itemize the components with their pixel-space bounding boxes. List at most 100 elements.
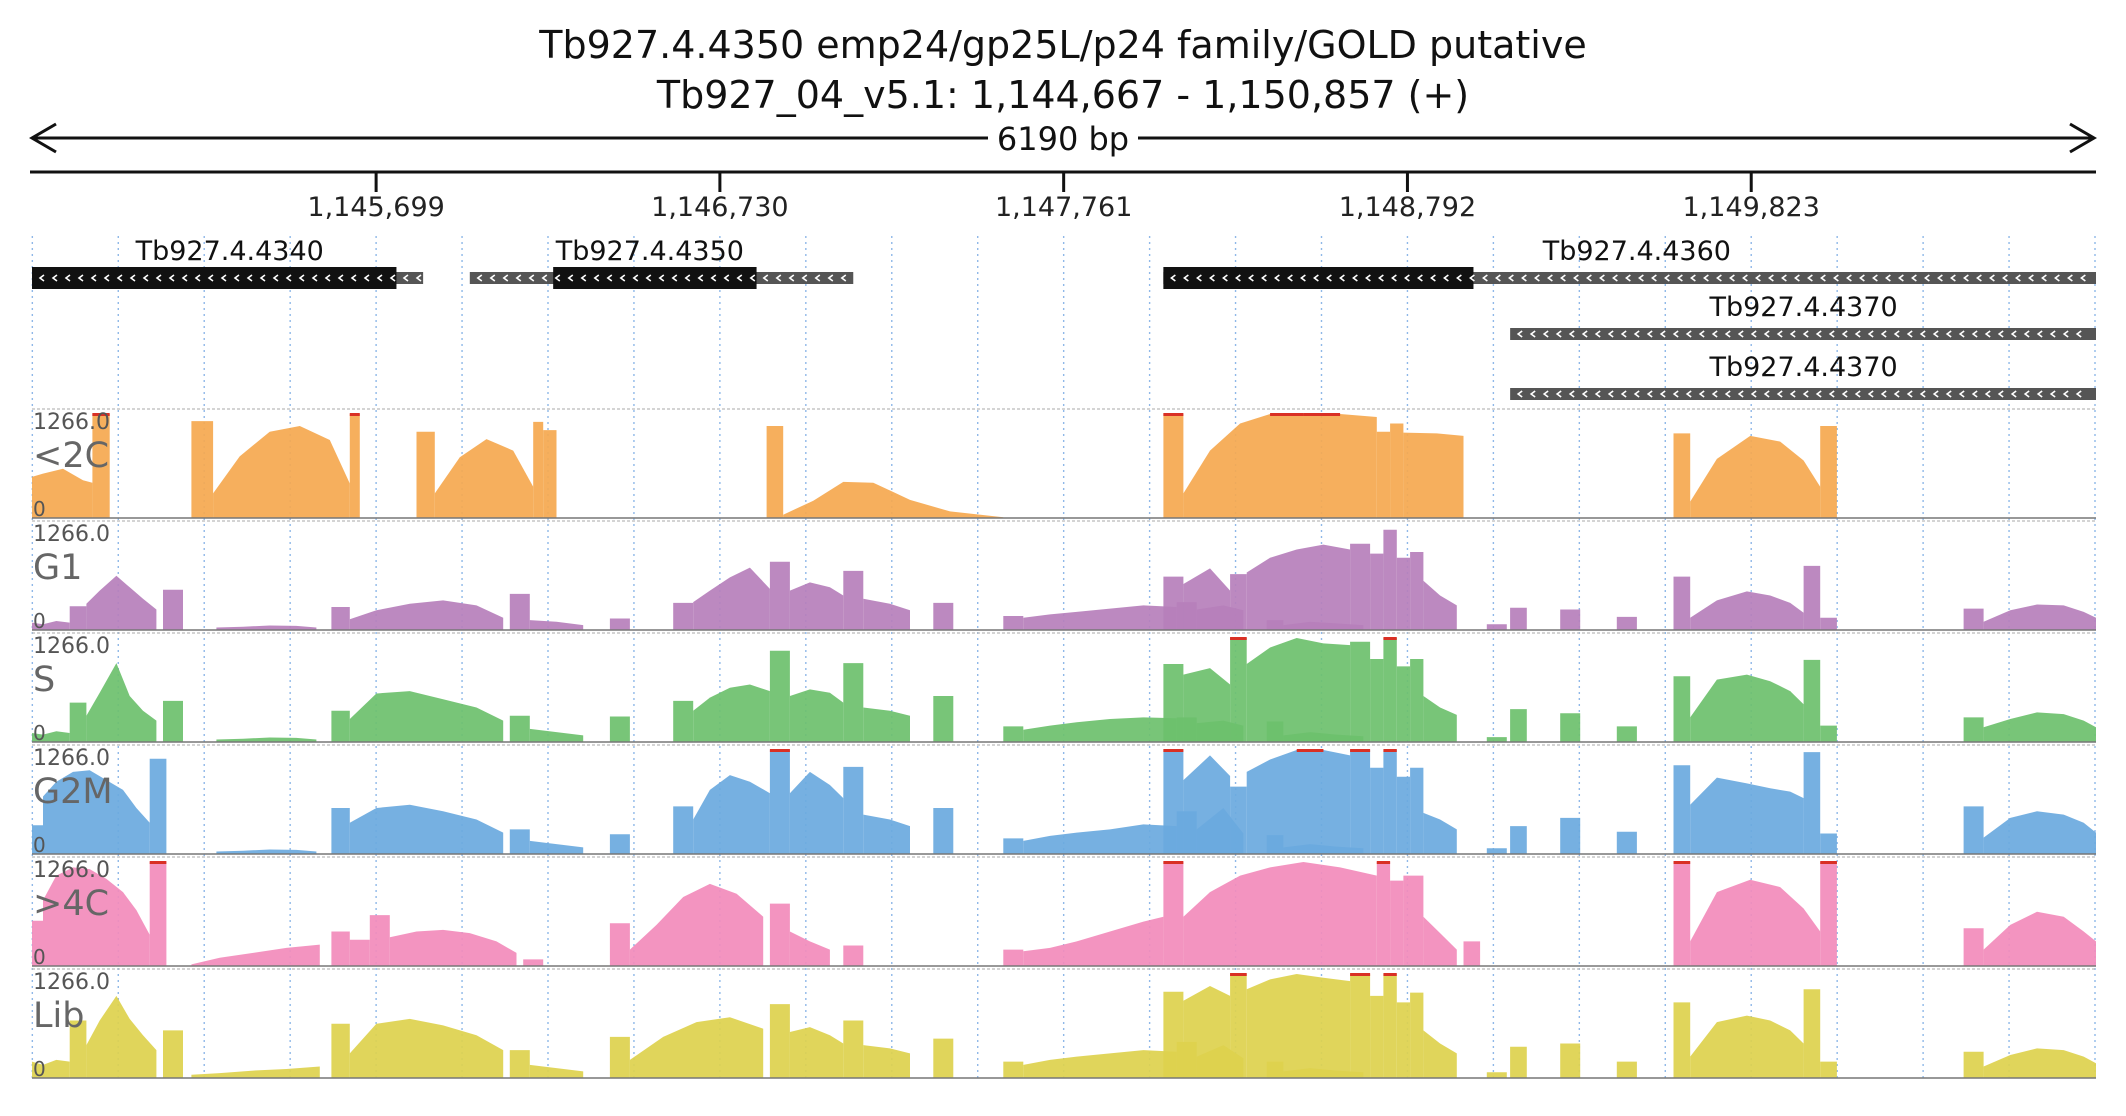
coverage-area: [673, 806, 694, 854]
coverage-area: [1183, 862, 1377, 966]
gene-cds-bar: [32, 267, 397, 289]
coverage-area: [863, 814, 910, 854]
coverage-area: [673, 602, 694, 630]
coverage-area: [331, 607, 350, 630]
coverage-area: [1023, 824, 1177, 854]
coverage-area: [1673, 676, 1691, 742]
coverage-area: [1383, 974, 1397, 1078]
coverage-area: [43, 770, 150, 854]
track-name: <2C: [33, 436, 109, 476]
coverage-area: [529, 620, 584, 630]
coverage-area: [783, 481, 1004, 518]
coverage-area: [1246, 544, 1351, 630]
coverage-area: [1350, 974, 1371, 1078]
coverage-area: [1803, 752, 1821, 854]
coverage-area: [609, 834, 630, 854]
ruler-ticks: 1,145,699 1,146,730 1,147,761 1,148,792 1,14…: [307, 172, 1820, 223]
coverage-area: [509, 829, 530, 854]
coverage-area: [693, 775, 770, 854]
coverage-area: [843, 1020, 864, 1078]
coverage-area: [1023, 717, 1177, 742]
ruler-tick-label: 1,147,761: [995, 192, 1132, 223]
coverage-area: [1510, 709, 1527, 742]
track-max-label: 1266.0: [33, 970, 110, 995]
coverage-area: [1820, 426, 1837, 518]
coverage-area: [1370, 553, 1384, 630]
coverage-area: [863, 598, 910, 630]
track-zero-label: 0: [33, 721, 46, 745]
coverage-area: [509, 1050, 530, 1078]
coverage-track: 1266.0<2C 0: [32, 408, 2096, 521]
coverage-area: [92, 414, 110, 518]
coverage-area: [216, 849, 317, 854]
coverage-area: [86, 575, 157, 630]
coverage-area: [843, 766, 864, 854]
track-max-label: 1266.0: [33, 634, 110, 659]
coverage-area: [1690, 674, 1804, 742]
coverage-track: 1266.0>4C 0: [32, 856, 2096, 969]
gene-model[interactable]: Tb927.4.4340: [32, 236, 424, 289]
coverage-area: [1383, 750, 1397, 854]
coverage-area: [331, 931, 350, 966]
coverage-area: [32, 621, 70, 630]
track-max-label: 1266.0: [33, 522, 110, 547]
coverage-area: [369, 915, 390, 966]
coverage-area: [533, 421, 544, 518]
coverage-area: [349, 600, 504, 630]
coverage-area: [1820, 1061, 1837, 1078]
clip-marker: [1163, 861, 1184, 864]
coverage-area: [1003, 949, 1024, 966]
coverage-area: [789, 931, 830, 966]
gene-model[interactable]: Tb927.4.4370: [1510, 352, 2096, 400]
coverage-area: [1983, 604, 2096, 630]
clip-marker: [1383, 973, 1397, 976]
coverage-area: [1673, 433, 1691, 518]
gene-track: Tb927.4.4340 Tb927.4.4350 Tb927.4.4360 Tb92…: [32, 236, 2096, 400]
coverage-area: [1163, 664, 1184, 742]
coverage-area: [1803, 659, 1821, 742]
coverage-area: [1983, 712, 2096, 742]
coverage-area: [69, 1020, 87, 1078]
coverage-area: [766, 426, 784, 518]
coverage-area: [933, 1038, 954, 1078]
coverage-area: [863, 1045, 910, 1078]
coverage-area: [1423, 580, 1457, 630]
coverage-area: [1023, 605, 1177, 630]
track-zero-label: 0: [33, 945, 46, 969]
coverage-area: [1690, 879, 1821, 966]
track-zero-label: 0: [33, 609, 46, 633]
coverage-area: [769, 650, 790, 742]
coverage-area: [1673, 576, 1691, 630]
coverage-area: [1486, 737, 1507, 742]
coverage-area: [69, 702, 87, 742]
coverage-area: [1396, 666, 1411, 742]
coverage-track: 1266.0S 0: [32, 632, 2096, 745]
coverage-area: [1820, 617, 1837, 630]
gene-model[interactable]: Tb927.4.4360: [1163, 236, 2096, 289]
genomic-location: Tb927_04_v5.1: 1,144,667 - 1,150,857 (+): [656, 73, 1469, 117]
gene-model[interactable]: Tb927.4.4350: [469, 236, 854, 289]
gene-label: Tb927.4.4350: [555, 236, 744, 267]
coverage-area: [1803, 565, 1821, 630]
clip-marker: [769, 749, 790, 752]
coverage-area: [1183, 568, 1231, 630]
coverage-area: [1803, 989, 1821, 1078]
gene-model[interactable]: Tb927.4.4370: [1510, 292, 2096, 340]
coverage-area: [523, 959, 544, 966]
coverage-area: [1396, 776, 1411, 854]
track-name: S: [33, 660, 55, 700]
coverage-area: [1690, 777, 1804, 854]
coverage-area: [509, 715, 530, 742]
coverage-area: [529, 840, 584, 854]
coverage-area: [1246, 638, 1351, 742]
coverage-area: [1163, 414, 1184, 518]
coverage-area: [1003, 726, 1024, 742]
coverage-area: [1963, 1051, 1984, 1078]
coverage-area: [529, 1064, 584, 1078]
coverage-area: [331, 1023, 350, 1078]
coverage-area: [1963, 608, 1984, 630]
coverage-area: [1983, 1048, 2096, 1078]
coverage-area: [1350, 543, 1371, 630]
